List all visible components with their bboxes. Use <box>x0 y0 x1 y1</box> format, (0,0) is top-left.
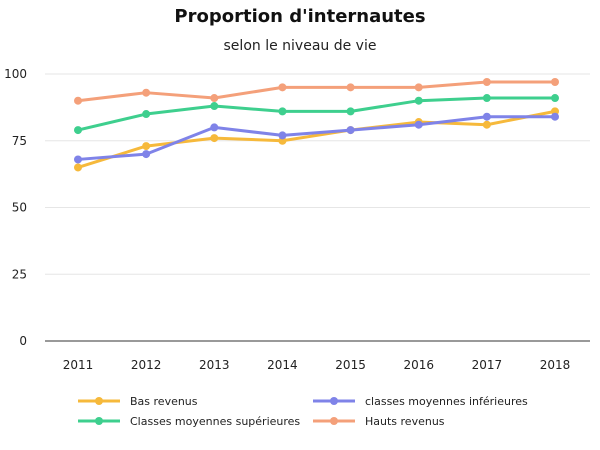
data-point <box>482 120 491 129</box>
data-point <box>482 94 491 103</box>
x-tick-label: 2015 <box>335 358 366 372</box>
series-line <box>76 115 557 161</box>
chart-title: Proportion d'internautes <box>174 6 426 27</box>
data-point <box>210 123 219 132</box>
x-tick-label: 2013 <box>199 358 230 372</box>
data-point <box>210 134 219 143</box>
data-point <box>346 107 355 116</box>
y-tick-label: 50 <box>12 201 27 215</box>
data-point <box>74 126 82 135</box>
data-point <box>74 155 82 164</box>
data-point <box>414 120 423 129</box>
data-point <box>142 110 151 119</box>
legend-swatch-marker <box>95 417 103 425</box>
data-point <box>482 112 491 121</box>
legend-swatch-marker <box>330 397 338 405</box>
data-point <box>278 107 287 116</box>
data-point <box>551 78 559 87</box>
legend-swatch-marker <box>330 417 338 425</box>
data-point <box>74 163 82 172</box>
series-line <box>76 96 557 132</box>
x-tick-label: 2012 <box>131 358 162 372</box>
chart-subtitle: selon le niveau de vie <box>223 38 377 54</box>
data-point <box>346 83 355 92</box>
data-point <box>482 78 491 87</box>
data-point <box>414 83 423 92</box>
legend-label: classes moyennes inférieures <box>365 395 528 408</box>
data-point <box>551 94 559 103</box>
x-tick-label: 2018 <box>540 358 571 372</box>
data-point <box>210 94 219 103</box>
data-point <box>142 150 151 159</box>
data-point <box>210 102 219 111</box>
data-point <box>74 96 82 105</box>
series-line <box>76 80 557 103</box>
data-point <box>551 112 559 121</box>
data-point <box>346 126 355 135</box>
legend-label: Bas revenus <box>130 395 198 408</box>
x-tick-label: 2016 <box>403 358 434 372</box>
legend-swatch-marker <box>95 397 103 405</box>
series-line <box>76 109 557 169</box>
x-tick-label: 2014 <box>267 358 298 372</box>
data-point <box>142 142 151 151</box>
legend-label: Classes moyennes supérieures <box>130 415 300 428</box>
y-tick-label: 0 <box>19 334 27 348</box>
data-point <box>414 96 423 105</box>
x-tick-label: 2017 <box>472 358 503 372</box>
data-point <box>278 83 287 92</box>
y-tick-label: 100 <box>4 67 27 81</box>
legend-label: Hauts revenus <box>365 415 445 428</box>
y-tick-label: 75 <box>12 134 27 148</box>
data-point <box>142 88 151 97</box>
data-point <box>278 131 287 140</box>
y-tick-label: 25 <box>12 267 27 281</box>
x-tick-label: 2011 <box>63 358 94 372</box>
